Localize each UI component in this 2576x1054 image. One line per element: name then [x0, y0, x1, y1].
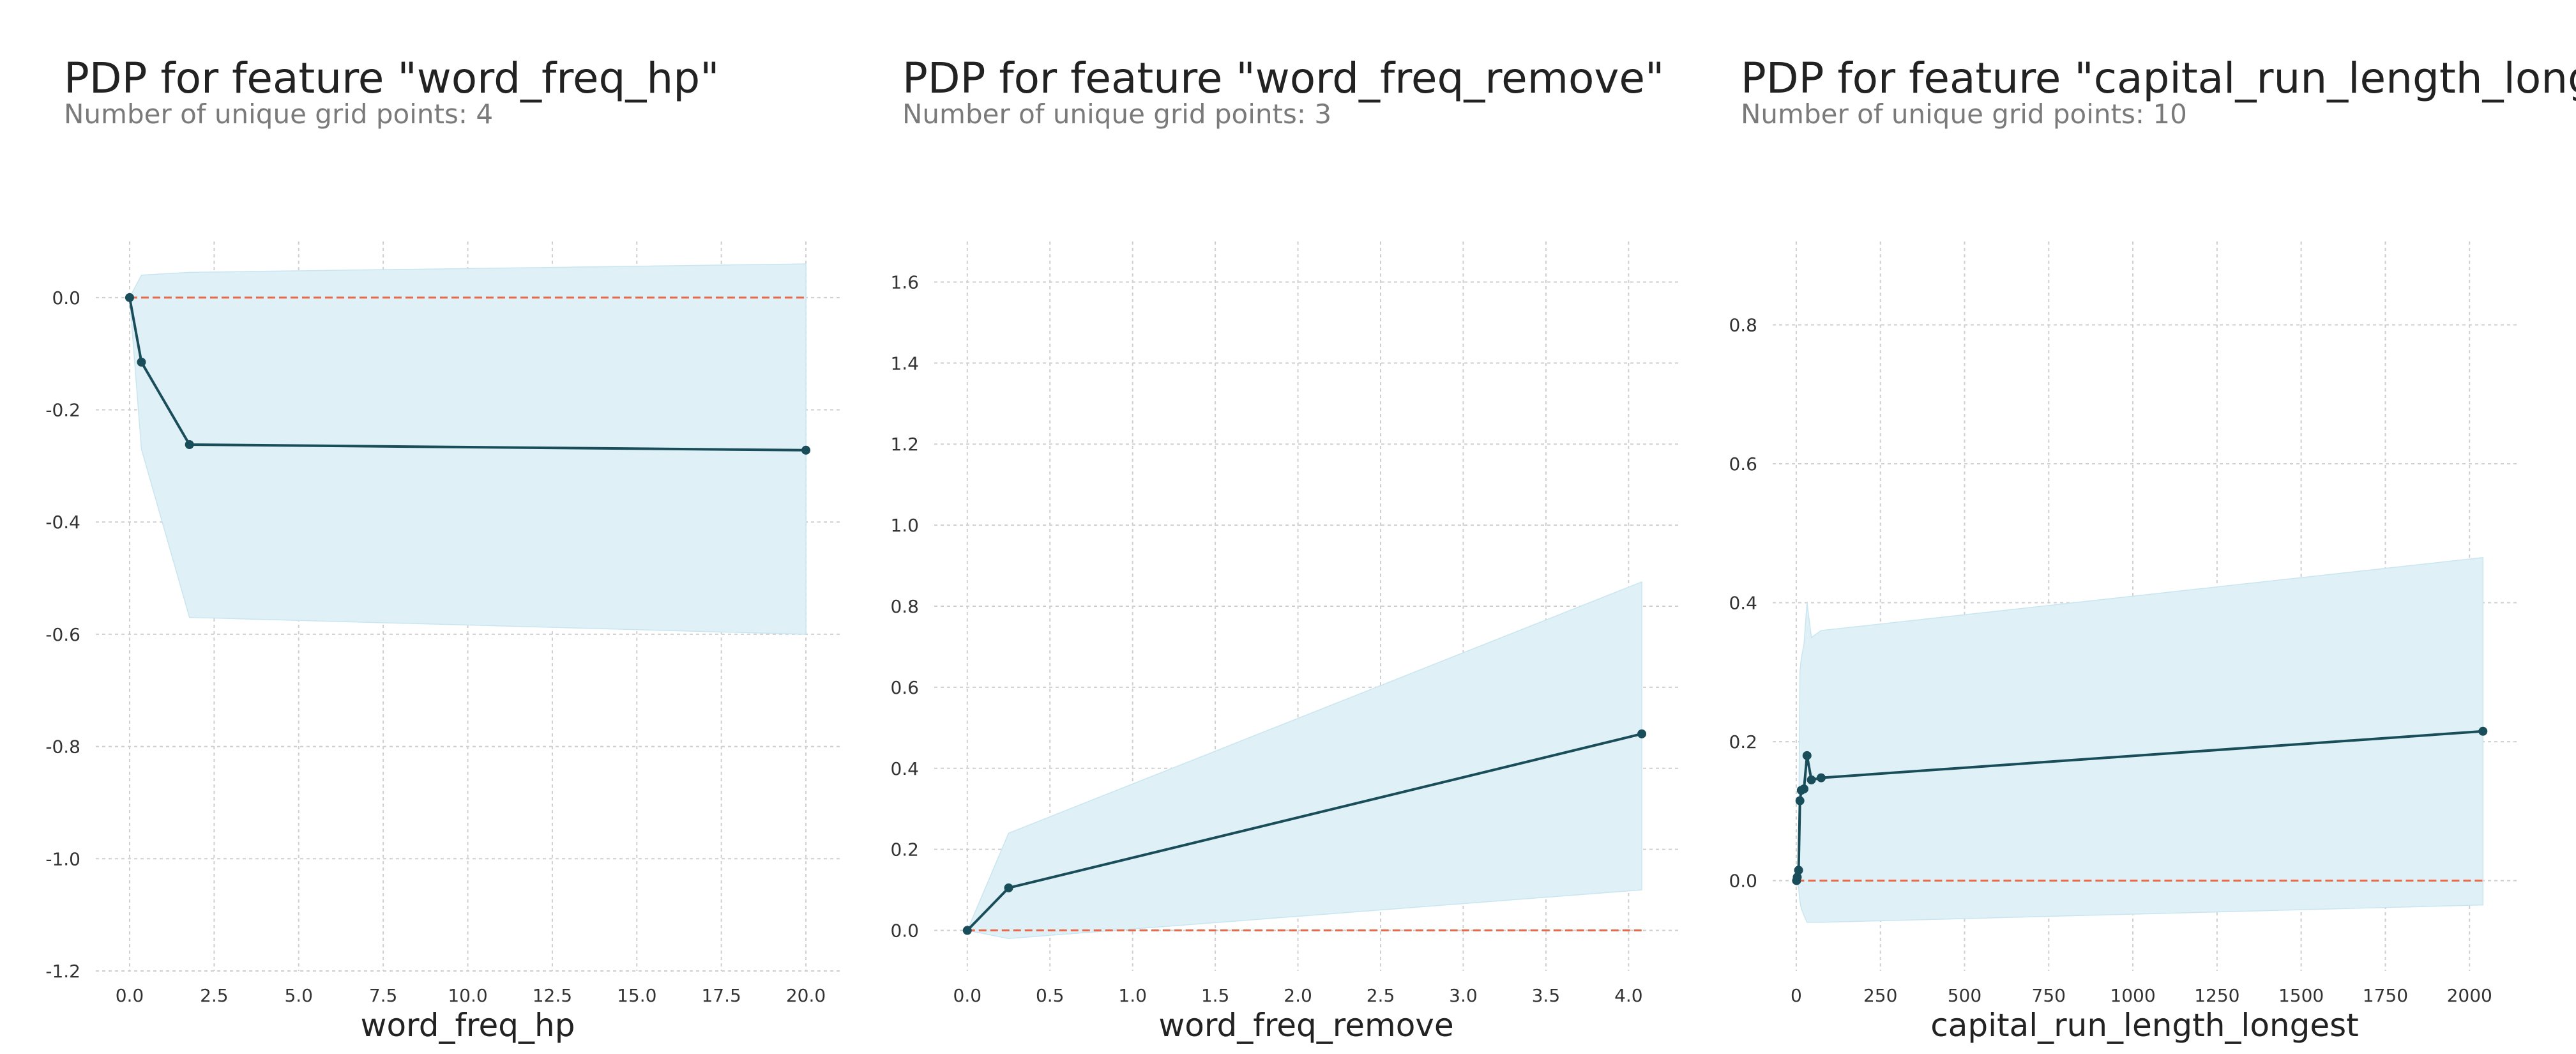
confidence-band: [1796, 557, 2484, 923]
x-axis-label: capital_run_length_longest: [1930, 1007, 2359, 1044]
y-tick-label: 0.4: [890, 758, 919, 779]
x-tick-label: 0.0: [116, 985, 144, 1006]
y-tick-label: 0.0: [890, 920, 919, 942]
x-tick-label: 2.0: [1284, 985, 1312, 1006]
x-tick-label: 7.5: [369, 985, 398, 1006]
y-tick-label: -1.0: [45, 848, 80, 869]
x-tick-label: 750: [2032, 985, 2066, 1006]
y-tick-label: 1.6: [890, 271, 919, 293]
chart-title: PDP for feature "word_freq_remove": [902, 54, 1665, 103]
chart-title: PDP for feature "capital_run_length_long…: [1741, 54, 2576, 103]
pdp-point: [185, 440, 194, 450]
x-tick-label: 2000: [2447, 985, 2492, 1006]
y-tick-label: 0.8: [1729, 315, 1757, 336]
pdp-point: [1795, 796, 1805, 806]
x-tick-label: 0.5: [1036, 985, 1064, 1006]
x-axis-label: word_freq_hp: [361, 1007, 575, 1044]
pdp-point: [125, 293, 134, 302]
pdp-point: [1802, 751, 1812, 760]
y-tick-label: 0.0: [52, 287, 80, 309]
x-tick-label: 500: [1948, 985, 1981, 1006]
y-tick-label: 0.8: [890, 596, 919, 617]
pdp-point: [962, 926, 972, 935]
x-tick-label: 2.5: [1367, 985, 1395, 1006]
x-tick-label: 2.5: [200, 985, 229, 1006]
pdp-plot-word-freq-hp: 0.0 2.5 5.0 7.5 10.0 12.5 15.0 17.5 20.0 0.0 -0.2 -…: [45, 241, 840, 1044]
x-tick-label: 17.5: [701, 985, 741, 1006]
chart-subtitle: Number of unique grid points: 10: [1741, 98, 2187, 130]
pdp-point: [1799, 784, 1809, 794]
y-tick-label: -0.6: [45, 624, 80, 645]
x-axis-label: word_freq_remove: [1158, 1007, 1453, 1044]
y-tick-label: 0.4: [1729, 593, 1757, 614]
x-tick-label: 0.0: [953, 985, 982, 1006]
x-tick-label: 10.0: [448, 985, 487, 1006]
y-tick-label: 0.6: [1729, 454, 1757, 475]
y-tick-label: -0.8: [45, 737, 80, 758]
pdp-point: [1816, 773, 1826, 783]
x-tick-label: 3.5: [1532, 985, 1561, 1006]
pdp-plot-word-freq-remove: 0.0 0.5 1.0 1.5 2.0 2.5 3.0 3.5 4.0 0.0 0.2 0.4 0.6 0…: [890, 241, 1678, 1044]
x-tick-label: 250: [1863, 985, 1897, 1006]
x-tick-label: 15.0: [617, 985, 656, 1006]
y-tick-label: 1.4: [890, 353, 919, 374]
y-tick-label: 0.0: [1729, 871, 1757, 892]
pdp-point: [137, 357, 146, 367]
y-tick-label: 1.0: [890, 515, 919, 536]
x-tick-label: 1000: [2110, 985, 2155, 1006]
y-tick-label: 1.2: [890, 434, 919, 455]
x-tick-label: 3.0: [1449, 985, 1478, 1006]
pdp-point: [1004, 883, 1013, 892]
pdp-point: [1637, 729, 1647, 738]
y-tick-label: -0.4: [45, 512, 80, 533]
y-tick-label: -1.2: [45, 961, 80, 982]
y-tick-label: 0.2: [1729, 731, 1757, 752]
pdp-point: [801, 445, 811, 455]
x-tick-label: 20.0: [786, 985, 826, 1006]
pdp-point: [1807, 775, 1816, 784]
x-tick-label: 1.0: [1118, 985, 1147, 1006]
confidence-band: [966, 581, 1642, 939]
chart-title: PDP for feature "word_freq_hp": [64, 54, 720, 103]
y-tick-label: 0.2: [890, 839, 919, 860]
x-tick-label: 0: [1791, 985, 1802, 1006]
x-tick-label: 4.0: [1614, 985, 1643, 1006]
pdp-point: [1792, 873, 1802, 882]
y-tick-label: -0.2: [45, 400, 80, 421]
pdp-panel-word-freq-remove: PDP for feature "word_freq_remove" Numbe…: [890, 0, 1681, 1054]
pdp-panel-capital-run-length-longest: PDP for feature "capital_run_length_long…: [1729, 0, 2576, 1054]
pdp-point: [2478, 726, 2488, 736]
pdp-point: [1794, 866, 1803, 875]
x-tick-label: 5.0: [284, 985, 313, 1006]
pdp-panel-word-freq-hp: PDP for feature "word_freq_hp" Number of…: [45, 0, 843, 1054]
x-tick-label: 1500: [2278, 985, 2324, 1006]
x-tick-label: 1750: [2363, 985, 2408, 1006]
x-tick-label: 1250: [2194, 985, 2239, 1006]
pdp-plot-capital-run-length-longest: 0 250 500 750 1000 1250 1500 1750 2000 0.0 0.2 0.4 0…: [1729, 241, 2517, 1044]
chart-subtitle: Number of unique grid points: 4: [64, 98, 494, 130]
x-tick-label: 12.5: [533, 985, 572, 1006]
pdp-line: [128, 297, 807, 452]
chart-subtitle: Number of unique grid points: 3: [902, 98, 1332, 130]
y-tick-label: 0.6: [890, 677, 919, 698]
x-tick-label: 1.5: [1201, 985, 1230, 1006]
